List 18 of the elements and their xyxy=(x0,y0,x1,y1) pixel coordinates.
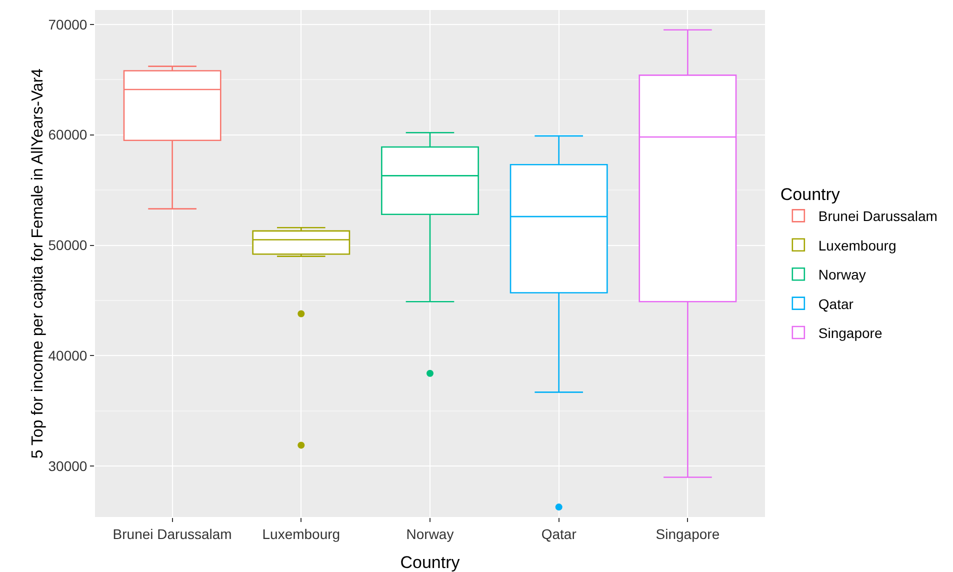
x-tick-label: Qatar xyxy=(541,526,577,542)
legend-label: Singapore xyxy=(818,324,882,341)
y-tick-label: 30000 xyxy=(48,458,88,474)
y-tick-label: 60000 xyxy=(48,126,88,143)
y-tick-label: 70000 xyxy=(48,16,88,32)
x-axis-title: Country xyxy=(400,553,460,572)
legend-title: Country xyxy=(780,185,840,204)
legend-label: Luxembourg xyxy=(818,237,896,254)
x-tick-label: Norway xyxy=(406,526,454,542)
y-tick-label: 50000 xyxy=(48,237,88,254)
legend-label: Norway xyxy=(818,266,866,283)
x-tick-label: Luxembourg xyxy=(262,526,340,542)
legend-label: Brunei Darussalam xyxy=(818,208,938,224)
x-tick-label: Brunei Darussalam xyxy=(112,526,232,542)
y-tick-label: 40000 xyxy=(48,348,88,364)
y-axis-title: 5 Top for income per capita for Female in AllYears-Var4 xyxy=(29,68,46,459)
x-tick-label: Singapore xyxy=(656,526,720,542)
legend-label: Qatar xyxy=(818,296,854,312)
